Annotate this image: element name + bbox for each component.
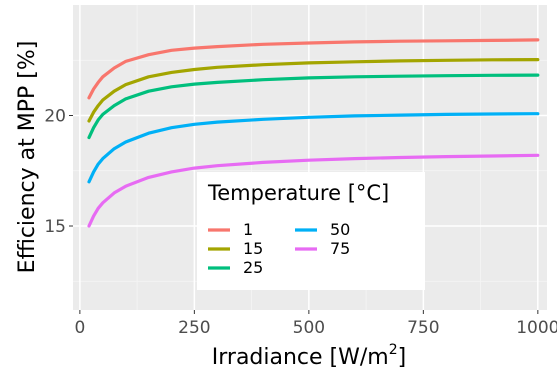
x-tick-label: 1000 [516,318,557,338]
x-tick-label: 500 [293,318,325,338]
y-tick-label: 20 [44,107,66,127]
x-axis-title: Irradiance [W/m2] [212,342,407,370]
legend-title: Temperature [°C] [207,181,389,205]
series-lines [87,38,540,228]
x-tick-label: 0 [74,318,85,338]
legend-label-15: 15 [243,239,263,258]
x-axis-title-superscript: 2 [389,342,398,358]
x-axis-title-main: Irradiance [W/m [212,345,389,370]
series-line-1 [87,38,540,100]
series-line-50 [87,112,540,184]
series-line-25 [87,73,540,140]
y-tick-label: 15 [44,217,66,237]
legend-label-25: 25 [243,258,263,277]
legend-label-1: 1 [243,220,253,239]
series-line-75 [87,153,540,228]
legend-label-50: 50 [330,220,350,239]
x-tick-label: 750 [407,318,439,338]
x-tick-label: 250 [178,318,210,338]
y-axis-title: Efficiency at MPP [%] [15,41,40,274]
legend-label-75: 75 [330,239,350,258]
x-axis-ticks: 0 250 500 750 1000 [74,310,557,338]
series-line-15 [87,58,540,123]
x-axis-title-end: ] [398,345,407,370]
